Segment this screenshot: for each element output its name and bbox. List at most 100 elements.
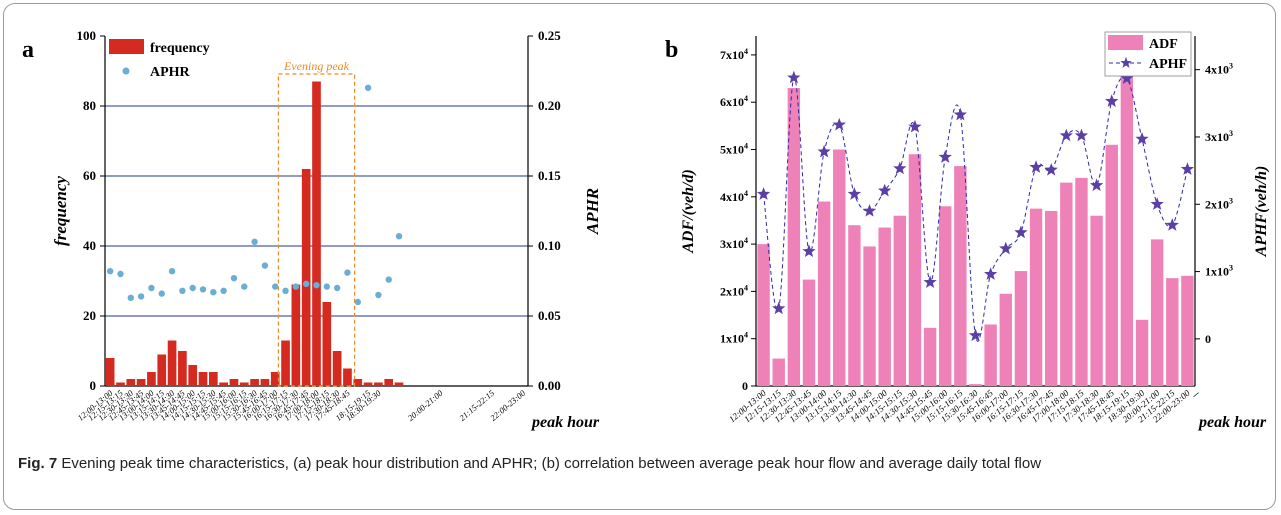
x-tick-label: 22:00-23:00	[488, 387, 528, 422]
right-tick-label: 2x103	[1205, 196, 1233, 211]
bar-frequency	[157, 354, 167, 386]
point-aphf	[817, 144, 831, 158]
point-aphf	[802, 244, 816, 258]
point-aphf	[847, 187, 862, 200]
panel-label-b: b	[665, 37, 678, 63]
bar-frequency	[126, 379, 136, 386]
legend-label-aphr: APHR	[150, 65, 191, 80]
left-tick-label: 5x104	[720, 142, 748, 157]
bar-frequency	[136, 379, 146, 386]
point-aphr	[251, 238, 258, 245]
bar-adf	[969, 384, 982, 386]
point-aphr	[375, 291, 382, 299]
point-aphr	[179, 287, 186, 294]
legend-swatch-adf	[1108, 35, 1143, 50]
bar-adf	[833, 149, 846, 386]
legend-marker-aphr	[122, 67, 130, 75]
point-aphr	[168, 268, 176, 275]
point-aphr	[282, 287, 289, 294]
bar-frequency	[219, 382, 228, 386]
bar-frequency	[250, 379, 259, 386]
bar-adf	[1014, 271, 1028, 386]
right-tick-label: 0.10	[538, 238, 561, 253]
bar-adf	[772, 358, 785, 386]
point-aphf	[1120, 71, 1134, 85]
point-aphr	[241, 283, 248, 290]
bar-adf	[1075, 177, 1088, 386]
bar-adf	[1150, 239, 1164, 386]
bar-adf	[908, 154, 922, 386]
bar-frequency	[178, 351, 187, 386]
point-aphf	[787, 70, 801, 84]
bar-adf	[893, 215, 907, 386]
point-aphf	[862, 204, 877, 217]
bar-adf	[984, 324, 997, 386]
point-aphf	[1029, 160, 1043, 173]
left-tick-label: 3x104	[720, 236, 748, 251]
bar-adf	[939, 206, 952, 386]
point-aphr	[210, 289, 217, 296]
bar-frequency	[291, 284, 301, 386]
bar-frequency	[229, 379, 239, 386]
left-tick-label: 20	[83, 308, 96, 323]
point-aphr	[344, 269, 351, 276]
point-aphf	[908, 119, 922, 133]
legend-swatch-frequency	[109, 39, 144, 54]
bar-frequency	[343, 368, 352, 386]
left-tick-label: 40	[83, 238, 96, 253]
y-axis-title-left: frequency	[51, 176, 70, 246]
right-tick-label: 3x103	[1205, 129, 1233, 144]
y-axis-title-right: APHF(veh/h)	[1253, 166, 1270, 258]
right-tick-label: 0.00	[538, 378, 561, 393]
bar-frequency	[239, 382, 249, 386]
bar-frequency	[260, 379, 270, 386]
point-aphr	[302, 280, 310, 287]
bar-frequency	[147, 372, 156, 386]
bar-adf	[1135, 319, 1149, 386]
x-axis-title: peak hour	[1197, 414, 1267, 431]
right-tick-label: 0.20	[538, 98, 561, 113]
left-tick-label: 80	[83, 98, 96, 113]
point-aphf	[1135, 131, 1149, 145]
caption-figure-label: Fig. 7	[18, 455, 58, 472]
point-aphf	[1059, 128, 1073, 142]
point-aphf	[1150, 197, 1164, 210]
bar-frequency	[322, 302, 332, 386]
bar-adf	[954, 166, 967, 386]
point-aphf	[999, 241, 1013, 255]
evening-peak-annotation: Evening peak	[283, 59, 350, 73]
figure-caption: Fig. 7 Evening peak time characteristics…	[18, 453, 1268, 475]
point-aphr	[220, 287, 227, 294]
chart-panel-b: b 0 1x104 2x104 3x104 4x104 5x104 6x104 7x104 0 1x…	[665, 31, 1270, 431]
point-aphf	[772, 301, 786, 315]
bar-adf	[1181, 275, 1194, 386]
point-aphr	[106, 268, 114, 275]
x-tick-label: 20:00-21:00	[406, 387, 446, 422]
point-aphf	[953, 107, 968, 121]
point-aphr	[323, 283, 331, 290]
left-tick-label: 6x104	[720, 94, 748, 109]
bar-adf	[1120, 73, 1134, 387]
point-aphr	[272, 283, 279, 290]
left-tick-label: 0	[90, 378, 97, 393]
right-tick-label: 0.25	[538, 28, 561, 43]
bar-frequency	[188, 365, 198, 386]
bar-adf	[863, 246, 876, 386]
left-tick-label: 4x104	[720, 189, 748, 204]
point-aphr	[354, 298, 361, 306]
panel-label-a: a	[22, 37, 34, 63]
point-aphf	[983, 267, 998, 280]
right-tick-label: 1x103	[1205, 264, 1233, 279]
bar-frequency	[208, 372, 218, 386]
bar-frequency	[198, 372, 208, 386]
bar-frequency	[301, 169, 311, 386]
left-tick-label: 2x104	[720, 283, 748, 298]
point-aphf	[832, 117, 846, 131]
evening-peak-box	[277, 73, 356, 387]
point-aphr	[127, 294, 134, 301]
x-axis-title: peak hour	[530, 414, 600, 431]
point-aphr	[137, 293, 145, 300]
left-tick-label: 1x104	[720, 331, 748, 346]
bar-frequency	[332, 351, 342, 386]
point-aphf	[1165, 218, 1179, 231]
